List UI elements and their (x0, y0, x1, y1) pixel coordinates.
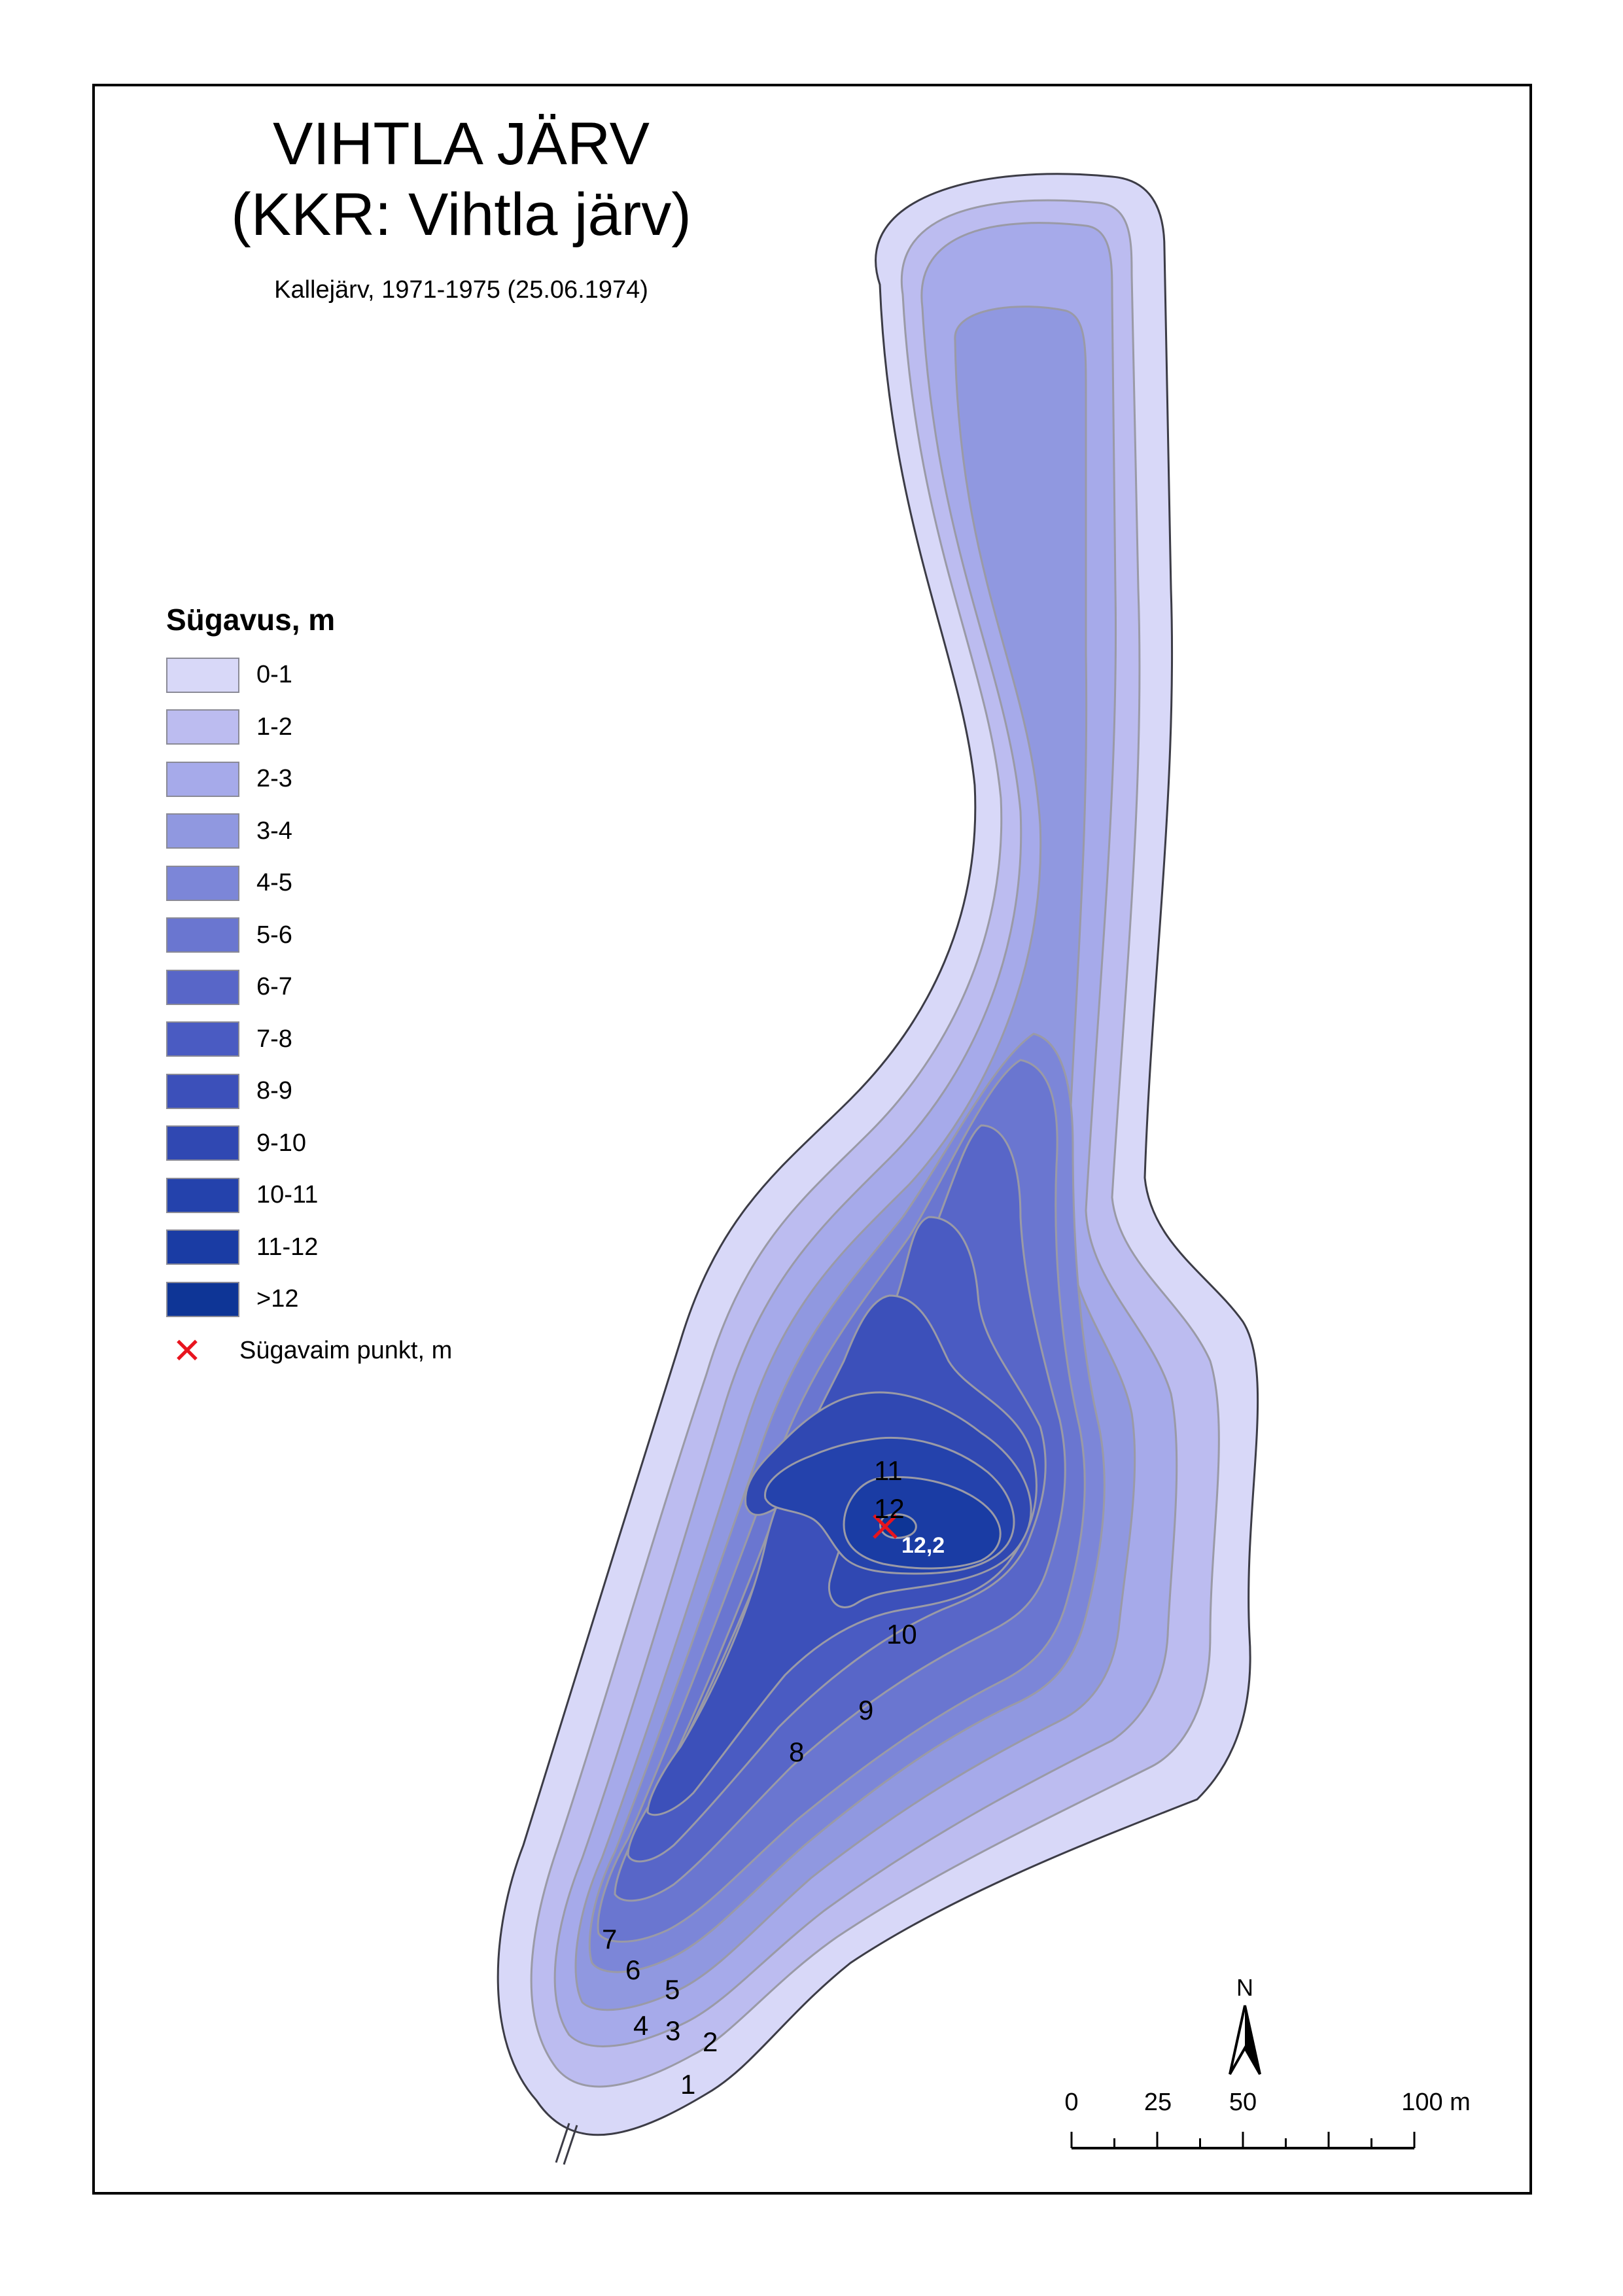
legend-label: 1-2 (256, 713, 292, 741)
legend-label: 4-5 (256, 869, 292, 897)
map-title: VIHTLA JÄRV (272, 111, 650, 177)
scale-bar: 0 25 50 100 m (1064, 2089, 1471, 2149)
inflow-stream (555, 2123, 570, 2163)
legend-deepest-point-label: Sügavaim punkt, m (239, 1337, 453, 1364)
legend-label: 3-4 (256, 817, 292, 845)
legend-row: 3-4 (166, 805, 452, 858)
legend-row: 8-9 (166, 1065, 452, 1118)
legend-label: 6-7 (256, 973, 292, 1001)
contour-label-2: 2 (703, 2026, 718, 2057)
scale-tick-25: 25 (1144, 2089, 1172, 2116)
contour-label-1: 1 (680, 2069, 695, 2100)
depth-legend: Sügavus, m 0-1 1-2 2-3 3-4 4-5 5-6 6-7 7-8 8-9 9-… (166, 602, 452, 1369)
legend-swatch (166, 1281, 239, 1317)
map-survey-info: Kallejärv, 1971-1975 (25.06.1974) (274, 276, 648, 304)
map-frame (92, 84, 1532, 2195)
legend-swatch (166, 1021, 239, 1057)
legend-row: 11-12 (166, 1222, 452, 1274)
legend-label: 9-10 (256, 1129, 307, 1157)
contour-label-11: 11 (874, 1455, 903, 1486)
legend-classes: 0-1 1-2 2-3 3-4 4-5 5-6 6-7 7-8 8-9 9-10 10-11 11-1… (166, 649, 452, 1326)
north-arrow: N (1229, 1974, 1261, 2075)
legend-swatch (166, 1073, 239, 1109)
legend-swatch (166, 761, 239, 797)
lake-bathymetry (497, 173, 1259, 2165)
contour-label-3: 3 (665, 2015, 680, 2046)
scale-tick-0: 0 (1064, 2089, 1078, 2116)
contour-label-8: 8 (789, 1737, 804, 1767)
legend-swatch (166, 917, 239, 953)
legend-swatch (166, 657, 239, 693)
deepest-point-value: 12,2 (901, 1533, 945, 1558)
legend-swatch (166, 969, 239, 1005)
legend-deepest-point: ✕ Sügavaim punkt, m (166, 1333, 452, 1369)
legend-label: 2-3 (256, 765, 292, 793)
deepest-point-cross-icon: ✕ (172, 1331, 202, 1371)
contour-label-4: 4 (633, 2010, 648, 2041)
deepest-point-marker (873, 1514, 898, 1539)
legend-swatch (166, 1177, 239, 1213)
legend-label: 0-1 (256, 661, 292, 689)
contour-label-12: 12 (874, 1493, 905, 1524)
legend-swatch (166, 709, 239, 745)
legend-label: 10-11 (256, 1181, 319, 1209)
legend-row: 5-6 (166, 910, 452, 962)
legend-label: >12 (256, 1285, 299, 1313)
legend-title: Sügavus, m (166, 603, 336, 637)
contour-label-9: 9 (858, 1695, 873, 1725)
legend-row: 1-2 (166, 701, 452, 754)
legend-label: 5-6 (256, 921, 292, 949)
depth-band-11-12 (843, 1476, 1002, 1570)
legend-row: 0-1 (166, 649, 452, 701)
contour-label-7: 7 (602, 1924, 617, 1954)
legend-swatch (166, 1125, 239, 1161)
map-subtitle-name: (KKR: Vihtla järv) (231, 181, 691, 248)
legend-row: 10-11 (166, 1169, 452, 1222)
legend-swatch (166, 813, 239, 849)
scale-tick-100: 100 m (1401, 2089, 1471, 2116)
legend-label: 7-8 (256, 1025, 292, 1053)
legend-row: >12 (166, 1273, 452, 1326)
contour-label-10: 10 (886, 1619, 917, 1650)
legend-row: 9-10 (166, 1118, 452, 1170)
inflow-stream (563, 2125, 578, 2165)
legend-row: 7-8 (166, 1014, 452, 1066)
legend-label: 8-9 (256, 1077, 292, 1105)
legend-row: 6-7 (166, 961, 452, 1014)
legend-row: 4-5 (166, 857, 452, 910)
legend-row: 2-3 (166, 753, 452, 805)
contour-label-6: 6 (625, 1954, 640, 1985)
legend-swatch (166, 1229, 239, 1265)
contour-label-5: 5 (665, 1974, 680, 2005)
scale-tick-50: 50 (1229, 2089, 1257, 2116)
legend-label: 11-12 (256, 1233, 319, 1261)
legend-swatch (166, 865, 239, 901)
north-label: N (1236, 1974, 1253, 2001)
